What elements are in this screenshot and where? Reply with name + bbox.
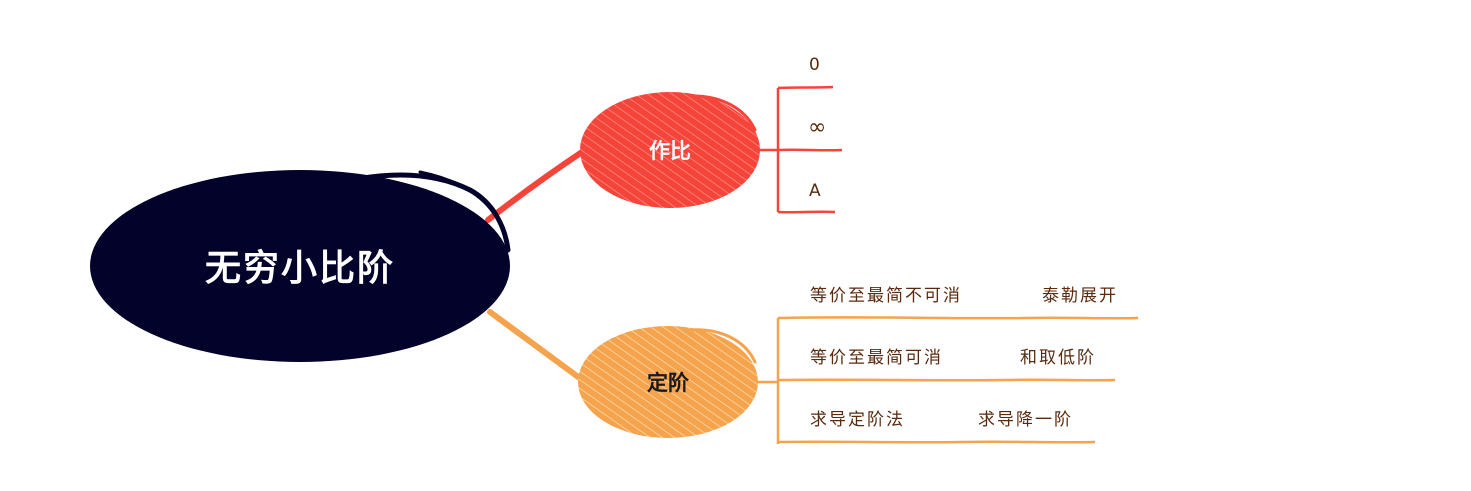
branch-node-dingjie-sketch-stroke: [688, 328, 757, 364]
branch-node-dingjie[interactable]: 定阶: [578, 326, 758, 438]
root-node-sketch-stroke-2: [418, 170, 492, 210]
dingjie-leaf-bracket: [756, 316, 1139, 444]
connector-root-to-dingjie: [487, 309, 588, 385]
zuobi-leaf-bracket: [758, 85, 843, 214]
branch-node-zuobi-shape: [580, 92, 760, 208]
leaf-zuobi-a[interactable]: A: [809, 181, 823, 201]
branch-node-zuobi-label: 作比: [649, 139, 691, 163]
branch-node-dingjie-shape: [578, 326, 758, 438]
leaf-dingjie-3-child[interactable]: 求导降一阶: [978, 410, 1073, 430]
leaf-dingjie-2-child[interactable]: 和取低阶: [1020, 348, 1096, 368]
leaf-dingjie-1-child[interactable]: 泰勒展开: [1042, 286, 1118, 306]
leaf-dingjie-3[interactable]: 求导定阶法: [810, 410, 905, 430]
branch-node-dingjie-label: 定阶: [647, 371, 690, 395]
leaf-dingjie-2[interactable]: 等价至最简可消: [810, 348, 943, 368]
root-node-label: 无穷小比阶: [205, 248, 395, 289]
root-node-shape: [90, 170, 510, 362]
leaf-zuobi-infinity[interactable]: ∞: [808, 115, 828, 140]
root-node[interactable]: 无穷小比阶: [90, 170, 511, 362]
connector-root-to-zuobi: [485, 147, 588, 223]
branch-node-zuobi-sketch-stroke: [688, 94, 757, 132]
branch-node-zuobi[interactable]: 作比: [580, 92, 760, 208]
leaf-zuobi-0[interactable]: 0: [809, 55, 822, 75]
leaf-dingjie-1[interactable]: 等价至最简不可消: [810, 286, 962, 306]
